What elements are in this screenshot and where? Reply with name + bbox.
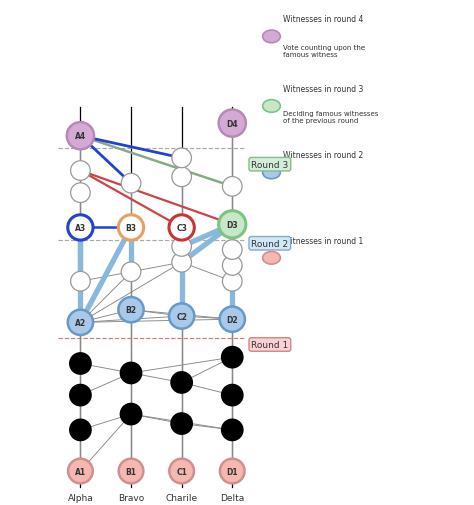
Circle shape <box>172 253 191 273</box>
Circle shape <box>170 371 193 394</box>
Circle shape <box>68 310 93 335</box>
Circle shape <box>219 307 245 332</box>
Circle shape <box>172 149 191 168</box>
Circle shape <box>67 123 94 150</box>
Circle shape <box>121 263 141 282</box>
Circle shape <box>221 346 244 369</box>
Text: D2: D2 <box>227 315 238 324</box>
Text: D4: D4 <box>227 119 238 128</box>
Circle shape <box>68 215 93 240</box>
Circle shape <box>221 384 244 407</box>
Text: Charile: Charile <box>165 493 198 502</box>
Circle shape <box>222 177 242 197</box>
Circle shape <box>121 174 141 193</box>
Circle shape <box>170 413 193 435</box>
Circle shape <box>69 419 92 441</box>
Circle shape <box>119 403 142 426</box>
Text: Witnesses in round 1: Witnesses in round 1 <box>283 236 363 245</box>
Text: Deciding famous witnesses
of the previous round: Deciding famous witnesses of the previou… <box>283 111 378 124</box>
Circle shape <box>220 459 245 483</box>
Circle shape <box>119 362 142 385</box>
Text: Witnesses in round 3: Witnesses in round 3 <box>283 85 363 93</box>
Circle shape <box>68 459 93 483</box>
Text: A4: A4 <box>75 132 86 141</box>
Text: Witnesses in round 2: Witnesses in round 2 <box>283 151 363 160</box>
Circle shape <box>172 168 191 187</box>
Text: D1: D1 <box>227 467 238 476</box>
Text: Alpha: Alpha <box>67 493 93 502</box>
Ellipse shape <box>263 100 280 113</box>
Text: D3: D3 <box>227 220 238 229</box>
Circle shape <box>71 272 90 291</box>
Circle shape <box>118 459 143 483</box>
Circle shape <box>71 183 90 203</box>
Circle shape <box>219 110 246 137</box>
Circle shape <box>118 215 144 240</box>
Ellipse shape <box>263 167 280 179</box>
Text: Witnesses in round 4: Witnesses in round 4 <box>283 15 363 24</box>
Circle shape <box>169 215 194 240</box>
Text: A2: A2 <box>75 318 86 327</box>
Text: Vote counting upon the
famous witness: Vote counting upon the famous witness <box>283 45 365 58</box>
Circle shape <box>222 240 242 260</box>
Circle shape <box>219 211 246 238</box>
Ellipse shape <box>263 252 280 265</box>
Text: Bravo: Bravo <box>118 493 144 502</box>
Text: A1: A1 <box>75 467 86 476</box>
Circle shape <box>222 256 242 276</box>
Circle shape <box>169 459 194 483</box>
Circle shape <box>222 272 242 291</box>
Text: A3: A3 <box>75 224 86 232</box>
Text: Round 2: Round 2 <box>251 239 288 248</box>
Circle shape <box>172 237 191 257</box>
Text: C2: C2 <box>176 312 187 321</box>
Circle shape <box>221 419 244 441</box>
Text: Delta: Delta <box>220 493 245 502</box>
Circle shape <box>118 297 144 323</box>
Text: C1: C1 <box>176 467 187 476</box>
Text: B1: B1 <box>126 467 137 476</box>
Circle shape <box>169 304 194 329</box>
Text: Round 1: Round 1 <box>251 340 289 349</box>
Circle shape <box>69 352 92 375</box>
Ellipse shape <box>263 31 280 43</box>
Text: B3: B3 <box>126 224 137 232</box>
Text: Round 3: Round 3 <box>251 161 289 169</box>
Text: B2: B2 <box>126 306 137 315</box>
Circle shape <box>69 384 92 407</box>
Circle shape <box>71 162 90 181</box>
Text: C3: C3 <box>176 224 187 232</box>
